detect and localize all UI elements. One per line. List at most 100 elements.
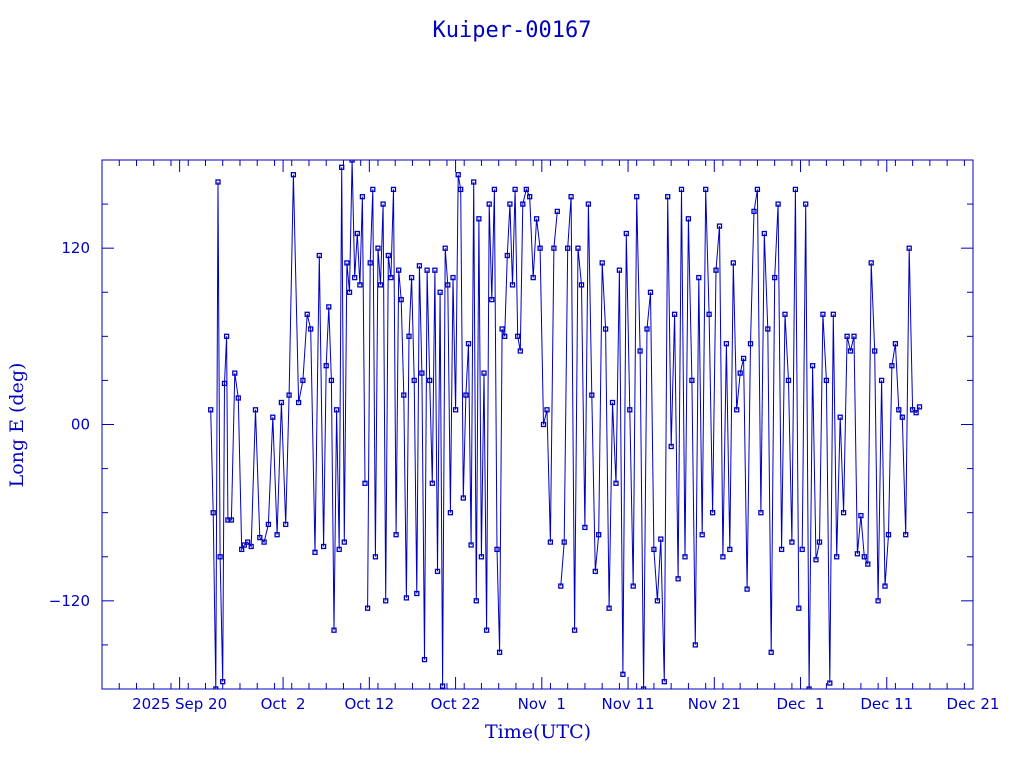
data-point bbox=[823, 377, 830, 384]
data-point bbox=[359, 194, 366, 200]
data-point bbox=[328, 377, 335, 384]
data-point bbox=[208, 407, 214, 413]
x-tick-label: Oct 2 bbox=[261, 695, 306, 713]
data-point bbox=[527, 194, 533, 200]
data-point bbox=[437, 289, 443, 295]
data-point bbox=[468, 542, 474, 548]
data-point bbox=[450, 274, 456, 281]
data-point bbox=[458, 186, 464, 193]
data-point bbox=[476, 216, 482, 222]
data-point bbox=[592, 568, 598, 575]
data-point bbox=[300, 377, 306, 384]
data-point bbox=[323, 363, 329, 369]
data-point bbox=[727, 546, 733, 553]
x-tick-label: Dec 1 bbox=[776, 695, 824, 713]
data-point bbox=[439, 683, 446, 689]
data-point bbox=[899, 414, 905, 420]
data-point bbox=[651, 546, 657, 553]
series-traces bbox=[210, 160, 920, 689]
data-point bbox=[419, 370, 425, 376]
data-point bbox=[623, 230, 629, 237]
data-point bbox=[452, 407, 459, 413]
series-line-4 bbox=[801, 204, 920, 689]
data-point bbox=[720, 554, 726, 560]
data-point bbox=[589, 392, 595, 398]
data-point bbox=[585, 201, 592, 207]
data-point bbox=[377, 282, 384, 288]
data-point bbox=[442, 245, 448, 251]
data-point bbox=[582, 524, 588, 531]
data-point bbox=[336, 546, 342, 553]
data-point bbox=[411, 377, 417, 384]
data-point bbox=[706, 311, 712, 317]
data-point bbox=[416, 263, 423, 269]
data-point bbox=[354, 230, 360, 237]
data-point bbox=[703, 186, 709, 193]
data-point bbox=[699, 532, 705, 538]
data-point bbox=[265, 521, 272, 528]
data-point bbox=[523, 186, 529, 193]
data-point bbox=[751, 208, 757, 215]
data-point bbox=[868, 260, 874, 266]
data-point bbox=[504, 252, 510, 259]
x-tick-label: Oct 12 bbox=[344, 695, 394, 713]
data-point bbox=[647, 289, 654, 295]
x-tick-label: 2025 Sep 20 bbox=[132, 695, 227, 713]
data-point bbox=[609, 399, 616, 406]
data-point bbox=[885, 532, 892, 538]
data-point bbox=[547, 539, 554, 545]
data-point bbox=[785, 377, 792, 384]
axis-tick-labels: 120 00 −120 2025 Sep 20 Oct 2 Oct 12 Oct 22 Nov… bbox=[49, 239, 1000, 713]
data-point bbox=[217, 554, 223, 560]
data-point bbox=[554, 208, 560, 215]
data-point bbox=[685, 216, 692, 222]
data-point bbox=[274, 532, 280, 538]
data-point bbox=[380, 201, 386, 207]
data-point bbox=[396, 267, 402, 273]
data-point bbox=[872, 348, 878, 354]
series-line-1 bbox=[210, 160, 366, 689]
series-line-3 bbox=[560, 189, 800, 689]
data-point bbox=[286, 392, 292, 398]
data-point bbox=[478, 554, 485, 560]
data-point bbox=[568, 194, 574, 200]
data-point bbox=[799, 546, 805, 553]
data-point bbox=[460, 495, 466, 501]
data-point bbox=[398, 296, 404, 303]
data-point bbox=[228, 517, 235, 523]
data-point bbox=[644, 326, 650, 332]
data-point bbox=[429, 480, 435, 486]
data-point bbox=[682, 554, 688, 560]
data-point bbox=[875, 598, 881, 604]
data-point bbox=[333, 407, 340, 413]
data-point bbox=[696, 274, 702, 281]
data-point bbox=[796, 605, 802, 611]
data-point bbox=[761, 230, 767, 237]
x-tick-label: Oct 22 bbox=[431, 695, 481, 713]
data-point bbox=[270, 414, 276, 420]
data-point bbox=[215, 179, 221, 185]
data-point bbox=[851, 333, 857, 339]
data-point bbox=[432, 267, 438, 273]
data-point bbox=[447, 510, 454, 516]
data-point bbox=[675, 576, 681, 582]
data-point bbox=[789, 539, 795, 545]
data-point bbox=[713, 267, 719, 273]
data-point bbox=[248, 543, 254, 550]
data-point bbox=[758, 510, 764, 516]
data-point bbox=[473, 598, 479, 604]
data-point bbox=[390, 186, 397, 193]
axis-ticks bbox=[101, 160, 974, 689]
data-point bbox=[809, 363, 816, 369]
data-point bbox=[782, 311, 788, 317]
data-point bbox=[882, 583, 888, 589]
data-point bbox=[792, 186, 799, 193]
data-point bbox=[754, 186, 761, 193]
data-point bbox=[406, 333, 412, 339]
data-point bbox=[692, 642, 698, 648]
data-point bbox=[533, 216, 540, 222]
data-point bbox=[241, 542, 247, 548]
data-point bbox=[730, 260, 736, 266]
data-point bbox=[494, 546, 500, 553]
data-point bbox=[346, 289, 353, 295]
